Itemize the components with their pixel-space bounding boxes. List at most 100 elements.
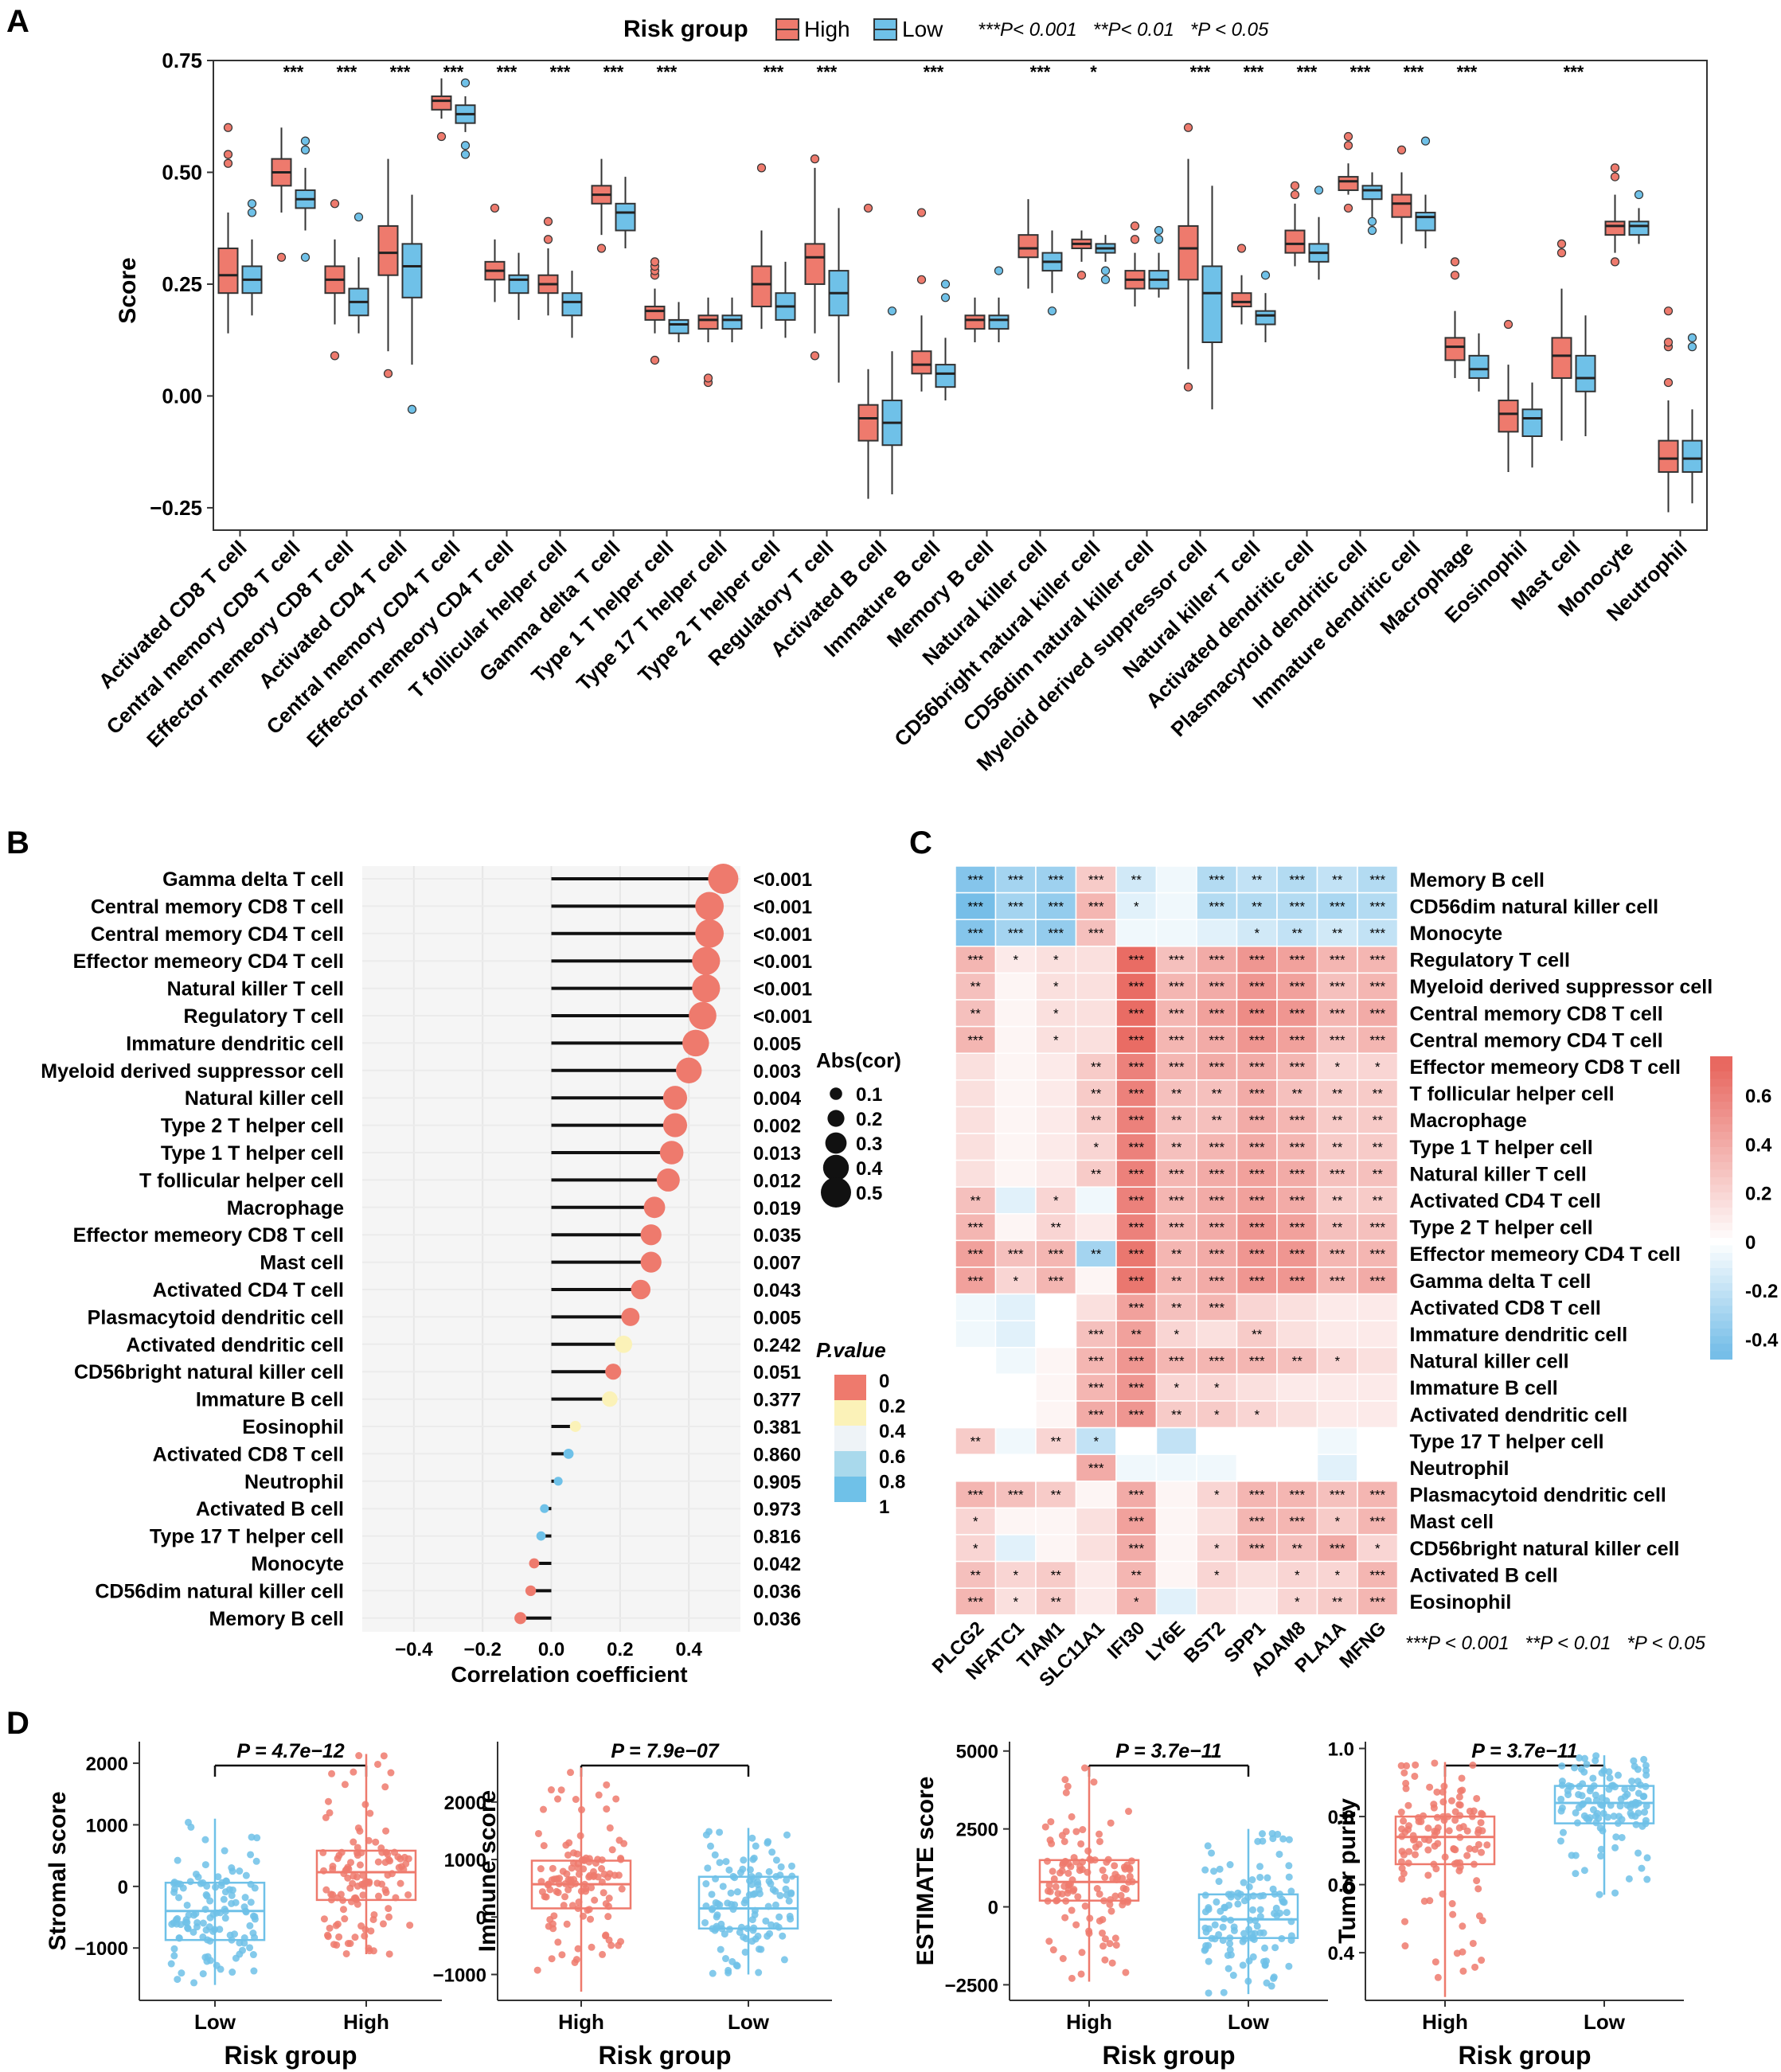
heatmap-cell <box>955 1106 997 1134</box>
jitter-point <box>249 1951 257 1959</box>
heatmap-cell <box>1075 1186 1117 1215</box>
lollipop-row: Immature B cell 0.377 <box>196 1389 801 1411</box>
jitter-point <box>1275 1850 1283 1858</box>
jitter-point <box>1449 1910 1457 1918</box>
jitter-point <box>547 1786 555 1794</box>
jitter-point <box>1098 1929 1106 1937</box>
jitter-point <box>320 1867 328 1875</box>
lollipop-row: CD56dim natural killer cell 0.036 <box>95 1580 801 1602</box>
heatmap-cell <box>1316 1426 1358 1455</box>
jitter-point <box>382 1848 390 1856</box>
jitter-point <box>1248 1876 1256 1884</box>
cell-type-label: Immature dendritic cell <box>126 1032 344 1055</box>
jitter-point <box>1252 1917 1260 1925</box>
jitter-point <box>240 1934 248 1942</box>
heatmap-cell <box>1276 1426 1318 1455</box>
colorbar-segment <box>1710 1063 1732 1072</box>
box-iqr <box>561 292 583 317</box>
jitter-point <box>341 1915 349 1923</box>
box-outlier <box>330 199 340 209</box>
colorbar-segment <box>1710 1268 1732 1277</box>
lollipop-row: Activated B cell 0.973 <box>196 1498 801 1520</box>
lollipop-row: Effector memeory CD4 T cell <0.001 <box>73 946 812 975</box>
heatmap-stars: ** <box>1091 1087 1102 1102</box>
heatmap-cell <box>1236 1560 1278 1589</box>
heatmap-stars: * <box>1254 1407 1260 1422</box>
jitter-point <box>1215 1878 1223 1886</box>
colorbar-segment <box>1710 1253 1732 1262</box>
heatmap-cell <box>994 999 1037 1028</box>
heatmap-cell <box>955 1239 997 1268</box>
jitter-point <box>221 1847 228 1855</box>
jitter-point <box>764 1839 771 1847</box>
heatmap-stars: *** <box>1048 1247 1064 1262</box>
heatmap-stars: *** <box>967 1274 983 1289</box>
heatmap-cell <box>994 1481 1037 1509</box>
colorbar-segment <box>1710 1154 1732 1163</box>
box-outlier <box>1100 275 1111 284</box>
box-high <box>1124 221 1146 307</box>
p-value-label: 0.042 <box>753 1554 801 1575</box>
jitter-point <box>1271 1890 1279 1898</box>
box-iqr <box>911 350 932 375</box>
heatmap-stars: * <box>1214 1488 1220 1503</box>
jitter-point <box>1638 1864 1646 1872</box>
heatmap-stars: *** <box>1249 979 1265 994</box>
heatmap-column-label: IFI30 <box>1103 1617 1150 1664</box>
jitter-point <box>1077 1840 1085 1848</box>
heatmap-stars: *** <box>1289 953 1305 968</box>
heatmap-cell <box>1276 1481 1318 1509</box>
jitter-point <box>1201 1866 1209 1874</box>
jitter-point <box>175 1894 183 1902</box>
jitter-point <box>201 1906 209 1914</box>
heatmap-stars: *** <box>1369 953 1385 968</box>
jitter-point <box>381 1783 389 1791</box>
jitter-point <box>1261 1944 1269 1952</box>
jitter-point <box>1077 1970 1085 1978</box>
jitter-point <box>250 1967 258 1975</box>
jitter-point <box>594 1855 602 1863</box>
jitter-point <box>1409 1832 1417 1840</box>
heatmap-stars: * <box>1334 1354 1340 1369</box>
heatmap-cell <box>1035 1347 1077 1375</box>
jitter-point <box>787 1889 795 1897</box>
heatmap-cell <box>1236 1347 1278 1375</box>
heatmap-cell <box>1115 1426 1158 1455</box>
colorbar-segment <box>1710 1056 1732 1065</box>
jitter-point <box>350 1768 357 1776</box>
jitter-point <box>251 1933 259 1941</box>
jitter-point <box>560 1902 568 1910</box>
lollipop-row: Regulatory T cell <0.001 <box>184 1001 812 1030</box>
jitter-point <box>1227 1951 1235 1959</box>
jitter-point <box>1556 1837 1564 1845</box>
heatmap-row-label: Regulatory T cell <box>1410 950 1570 972</box>
jitter-point <box>333 1941 341 1949</box>
y-tick-label: 2500 <box>956 1820 998 1841</box>
heatmap-stars: *** <box>1169 953 1185 968</box>
cell-type-label: Central memory CD4 T cell <box>91 923 344 946</box>
heatmap-cell <box>1196 1293 1238 1321</box>
jitter-point <box>1061 1776 1069 1784</box>
heatmap-stars: ** <box>1171 1247 1182 1262</box>
heatmap-cell <box>1155 1159 1197 1188</box>
jitter-point <box>1587 1785 1595 1793</box>
heatmap-cell <box>994 1534 1037 1563</box>
box-iqr <box>1284 229 1306 254</box>
jitter-point <box>748 1834 756 1842</box>
significance-stars: * <box>1090 62 1097 82</box>
colorbar-segment <box>1710 1245 1732 1254</box>
jitter-point <box>347 1859 355 1867</box>
jitter-point <box>1096 1917 1103 1925</box>
box-high <box>751 163 772 330</box>
box-high <box>1178 123 1199 392</box>
heatmap-cell <box>1316 1079 1358 1108</box>
jitter-point <box>588 1883 596 1891</box>
heatmap-stars: *** <box>1128 1274 1144 1289</box>
heatmap-cell <box>955 1133 997 1161</box>
jitter-point <box>550 1912 558 1920</box>
colorbar-segment <box>1710 1329 1732 1337</box>
jitter-point <box>1402 1779 1410 1787</box>
box-outlier <box>1367 217 1377 226</box>
heatmap-stars: *** <box>1088 1407 1104 1422</box>
